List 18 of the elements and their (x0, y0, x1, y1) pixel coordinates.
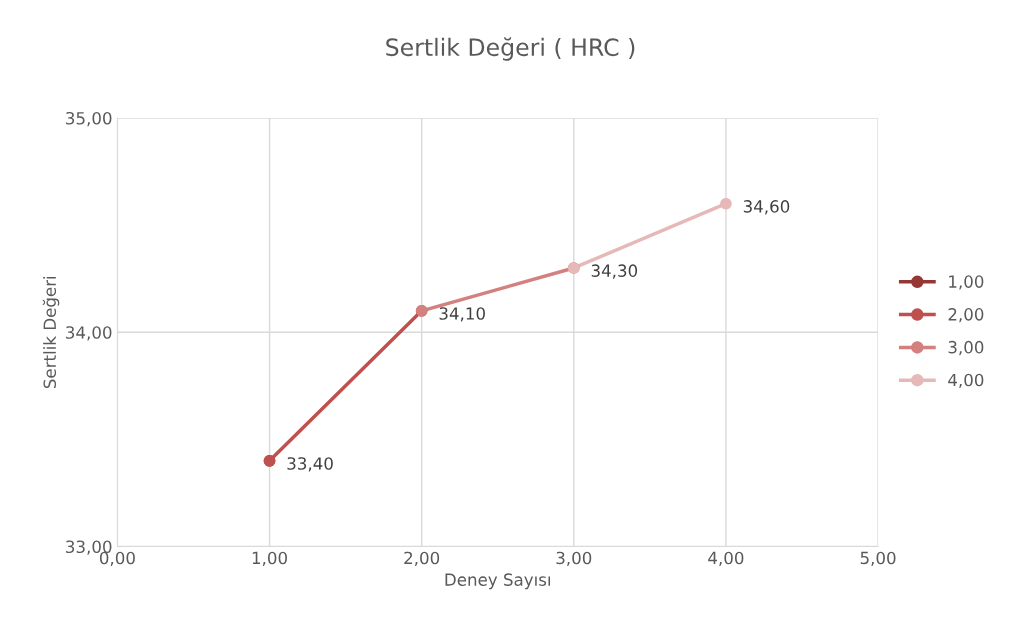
x-axis-title: Deney Sayısı (445, 573, 551, 590)
legend-label: 1,00 (949, 275, 984, 290)
data-label: 34,30 (591, 264, 638, 279)
x-tick-label: 1,00 (252, 551, 287, 566)
legend-label: 3,00 (948, 340, 984, 356)
data-label: 34,60 (743, 200, 790, 215)
legend-label: 4,00 (948, 373, 984, 388)
y-tick-label: 34,00 (66, 326, 112, 341)
x-tick-label: 3,00 (556, 551, 592, 566)
y-axis-title: Sertlik Değeri (42, 276, 60, 389)
chart-title: Sertlik Değeri ( HRC ) (386, 37, 635, 61)
x-tick-label: 2,00 (404, 551, 440, 566)
legend-label: 2,00 (948, 308, 984, 323)
y-tick-label: 35,00 (66, 111, 112, 127)
x-tick-label: 4,00 (708, 551, 744, 566)
x-tick-label: 5,00 (860, 551, 896, 566)
data-label: 33,40 (287, 457, 333, 472)
data-label: 34,10 (439, 307, 485, 322)
